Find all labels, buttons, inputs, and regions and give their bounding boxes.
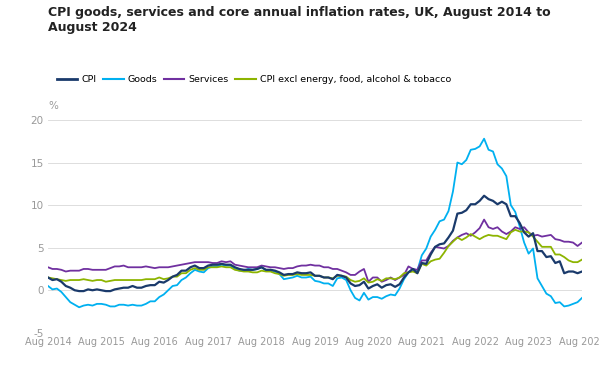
Text: August 2024: August 2024 (48, 21, 137, 34)
Text: %: % (48, 101, 58, 111)
Legend: CPI, Goods, Services, CPI excl energy, food, alcohol & tobacco: CPI, Goods, Services, CPI excl energy, f… (53, 72, 455, 88)
Text: CPI goods, services and core annual inflation rates, UK, August 2014 to: CPI goods, services and core annual infl… (48, 6, 551, 19)
